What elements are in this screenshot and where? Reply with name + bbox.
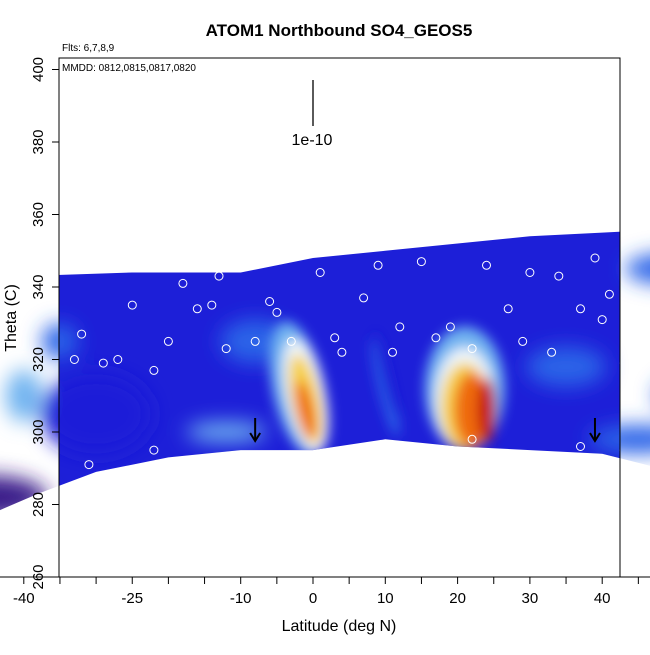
plume-core xyxy=(478,378,496,442)
x-tick-label: -40 xyxy=(13,590,35,607)
field-base xyxy=(59,58,620,577)
y-tick-label: 380 xyxy=(30,129,47,154)
y-tick-label: 400 xyxy=(30,57,47,82)
y-tick-label: 260 xyxy=(30,564,47,589)
x-tick-label: 0 xyxy=(309,590,317,607)
sample-point xyxy=(20,359,28,367)
x-tick-label: -25 xyxy=(121,590,143,607)
y-tick-label: 360 xyxy=(30,202,47,227)
x-tick-label: 30 xyxy=(522,590,539,607)
field-blob xyxy=(625,253,650,285)
chart-title: ATOM1 Northbound SO4_GEOS5 xyxy=(206,21,473,40)
field-blob xyxy=(6,370,42,422)
x-tick-label: 40 xyxy=(594,590,611,607)
y-axis: 260 280 300 320 340 360 380 400 xyxy=(30,57,59,590)
x-tick-label: -10 xyxy=(230,590,252,607)
x-axis-label: Latitude (deg N) xyxy=(282,618,397,635)
y-axis-label: Theta (C) xyxy=(3,284,20,352)
x-tick-label: 20 xyxy=(449,590,466,607)
field-blob xyxy=(526,347,606,387)
scale-label: 1e-10 xyxy=(292,132,333,149)
sample-point xyxy=(237,261,245,269)
flights-annotation: Flts: 6,7,8,9 xyxy=(62,43,115,54)
y-tick-label: 320 xyxy=(30,347,47,372)
x-axis: -70-55-40-25-1001020304050607080 xyxy=(0,577,650,607)
field-blob xyxy=(42,323,78,359)
y-tick-label: 300 xyxy=(30,419,47,444)
field-blob xyxy=(41,374,151,454)
y-tick-label: 280 xyxy=(30,492,47,517)
x-tick-label: 10 xyxy=(377,590,394,607)
dates-annotation: MMDD: 0812,0815,0817,0820 xyxy=(62,63,196,74)
sample-point xyxy=(620,359,628,367)
sample-point xyxy=(634,290,642,298)
y-tick-label: 340 xyxy=(30,274,47,299)
